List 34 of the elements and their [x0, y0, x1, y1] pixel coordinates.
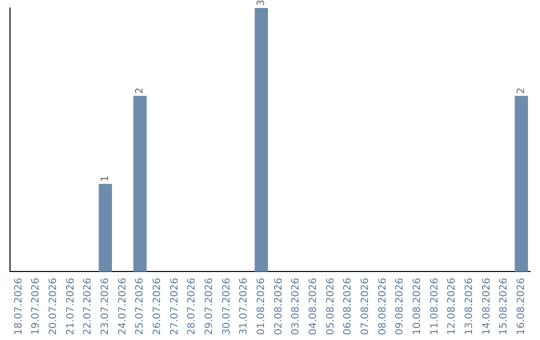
x-tick-label: 03.08.2026	[290, 278, 302, 336]
x-tick-label: 29.07.2026	[204, 278, 215, 336]
x-tick-label: 12.08.2026	[446, 278, 458, 336]
x-tick-label: 09.08.2026	[394, 278, 406, 336]
data-label: 3	[256, 0, 267, 6]
x-tick-label: 16.08.2026	[516, 278, 527, 336]
x-tick-label: 01.08.2026	[256, 278, 267, 336]
x-tick-label: 02.08.2026	[273, 278, 284, 336]
x-tick-label: 23.07.2026	[100, 278, 111, 336]
x-tick-label: 28.07.2026	[186, 278, 198, 336]
x-tick-label: 11.08.2026	[429, 278, 440, 336]
x-tick-label: 05.08.2026	[325, 278, 336, 336]
data-label: 2	[516, 88, 527, 94]
x-tick-label: 19.07.2026	[30, 278, 42, 336]
data-label: 1	[100, 175, 111, 182]
data-label: 2	[134, 88, 146, 94]
x-tick-label: 13.08.2026	[464, 278, 475, 336]
x-tick-label: 06.08.2026	[342, 278, 354, 336]
x-tick-label: 18.07.2026	[13, 278, 24, 336]
x-tick-label: 27.07.2026	[169, 278, 180, 336]
x-tick-label: 30.07.2026	[221, 278, 232, 336]
x-tick-label: 20.07.2026	[48, 278, 59, 336]
x-tick-label: 31.07.2026	[238, 278, 250, 336]
x-tick-label: 10.08.2026	[412, 278, 423, 336]
x-tick-label: 21.07.2026	[65, 278, 76, 336]
x-tick-label: 14.08.2026	[481, 278, 492, 336]
x-tick-label: 04.08.2026	[308, 278, 319, 336]
x-tick-label: 25.07.2026	[134, 278, 146, 336]
x-tick-label: 08.08.2026	[377, 278, 388, 336]
x-tick-label: 07.08.2026	[360, 278, 371, 336]
x-tick-label: 24.07.2026	[117, 278, 128, 336]
x-tick-label: 22.07.2026	[82, 278, 94, 336]
x-tick-label: 26.07.2026	[152, 278, 163, 336]
x-tick-label: 15.08.2026	[498, 278, 510, 336]
